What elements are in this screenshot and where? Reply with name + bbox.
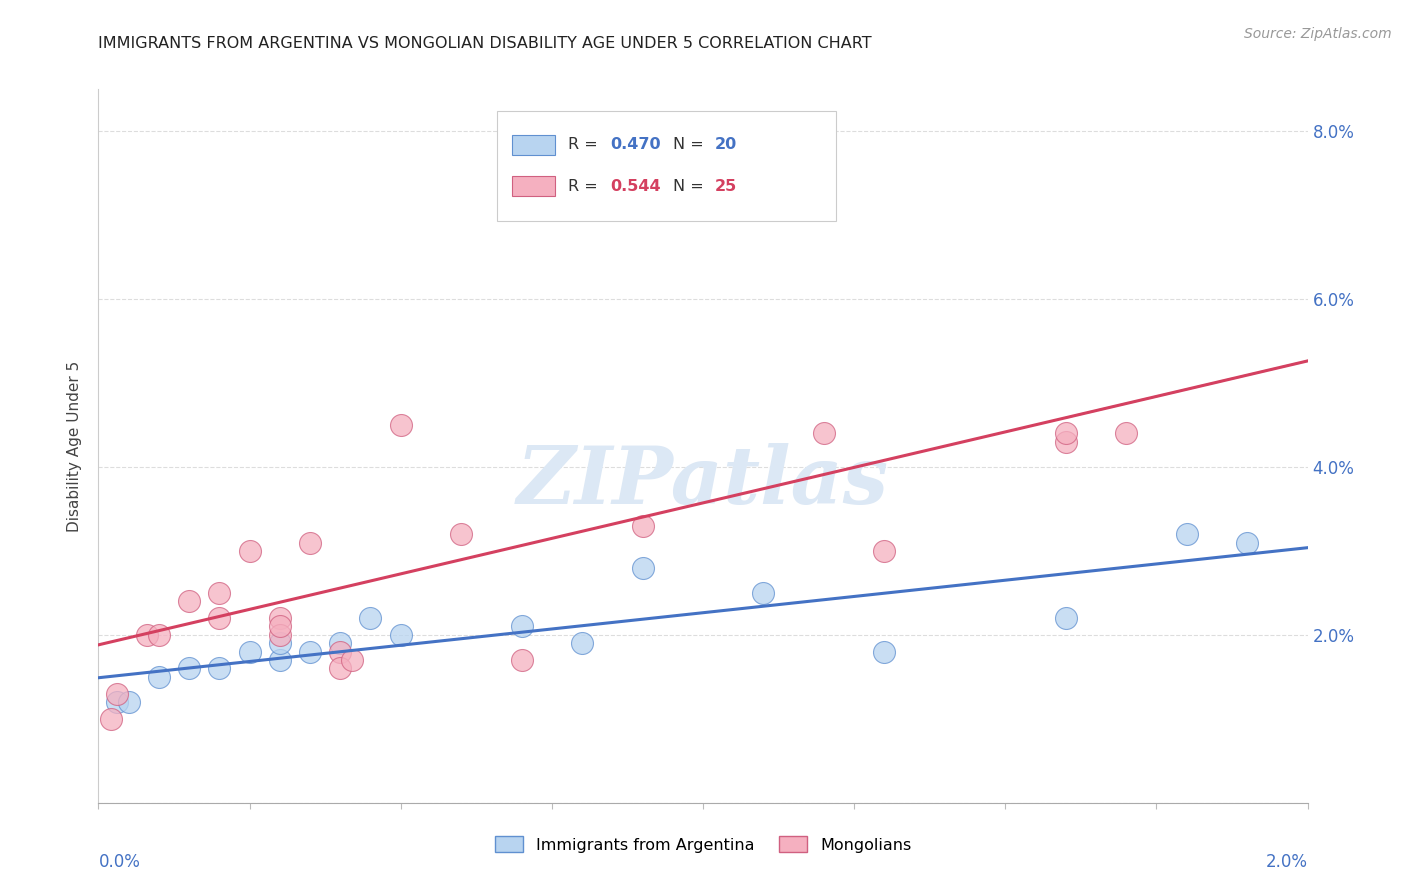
Text: 20: 20 bbox=[716, 137, 737, 153]
Point bbox=[540, 191, 562, 205]
Point bbox=[329, 636, 352, 650]
Legend: Immigrants from Argentina, Mongolians: Immigrants from Argentina, Mongolians bbox=[488, 830, 918, 859]
Point bbox=[148, 628, 170, 642]
Point bbox=[100, 712, 122, 726]
Point bbox=[1236, 535, 1258, 549]
Point bbox=[571, 636, 593, 650]
Point bbox=[631, 518, 654, 533]
Text: R =: R = bbox=[568, 137, 602, 153]
Text: 0.544: 0.544 bbox=[610, 178, 661, 194]
Text: 0.470: 0.470 bbox=[610, 137, 661, 153]
Text: R =: R = bbox=[568, 178, 602, 194]
Point bbox=[208, 611, 231, 625]
Point bbox=[450, 527, 472, 541]
Point bbox=[1175, 527, 1198, 541]
Point bbox=[135, 628, 157, 642]
Point bbox=[118, 695, 141, 709]
FancyBboxPatch shape bbox=[512, 177, 555, 196]
Point bbox=[269, 611, 291, 625]
Point bbox=[239, 544, 262, 558]
Point bbox=[179, 594, 201, 608]
Point bbox=[269, 619, 291, 633]
Point bbox=[342, 653, 364, 667]
Point bbox=[510, 653, 533, 667]
Point bbox=[105, 695, 128, 709]
Point bbox=[631, 560, 654, 574]
Point bbox=[329, 661, 352, 675]
Point bbox=[1054, 426, 1077, 441]
Point bbox=[239, 645, 262, 659]
Text: 0.0%: 0.0% bbox=[98, 853, 141, 871]
FancyBboxPatch shape bbox=[512, 135, 555, 155]
Point bbox=[389, 628, 412, 642]
Point bbox=[269, 653, 291, 667]
Point bbox=[1115, 426, 1137, 441]
Point bbox=[813, 426, 835, 441]
Text: 2.0%: 2.0% bbox=[1265, 853, 1308, 871]
Point bbox=[269, 636, 291, 650]
Text: 25: 25 bbox=[716, 178, 737, 194]
Point bbox=[360, 611, 382, 625]
Point bbox=[208, 661, 231, 675]
Point bbox=[269, 628, 291, 642]
Text: N =: N = bbox=[672, 178, 709, 194]
Point bbox=[208, 586, 231, 600]
Point bbox=[299, 535, 322, 549]
Point bbox=[873, 645, 896, 659]
Text: N =: N = bbox=[672, 137, 709, 153]
Point bbox=[752, 586, 775, 600]
Text: IMMIGRANTS FROM ARGENTINA VS MONGOLIAN DISABILITY AGE UNDER 5 CORRELATION CHART: IMMIGRANTS FROM ARGENTINA VS MONGOLIAN D… bbox=[98, 36, 872, 51]
Point bbox=[510, 619, 533, 633]
Point bbox=[1054, 611, 1077, 625]
Point bbox=[148, 670, 170, 684]
Point bbox=[105, 687, 128, 701]
Text: Source: ZipAtlas.com: Source: ZipAtlas.com bbox=[1244, 27, 1392, 41]
FancyBboxPatch shape bbox=[498, 111, 837, 221]
Point bbox=[179, 661, 201, 675]
Text: ZIPatlas: ZIPatlas bbox=[517, 443, 889, 520]
Point bbox=[329, 645, 352, 659]
Point bbox=[299, 645, 322, 659]
Point bbox=[1054, 434, 1077, 449]
Point bbox=[873, 544, 896, 558]
Y-axis label: Disability Age Under 5: Disability Age Under 5 bbox=[67, 360, 83, 532]
Point bbox=[389, 417, 412, 432]
